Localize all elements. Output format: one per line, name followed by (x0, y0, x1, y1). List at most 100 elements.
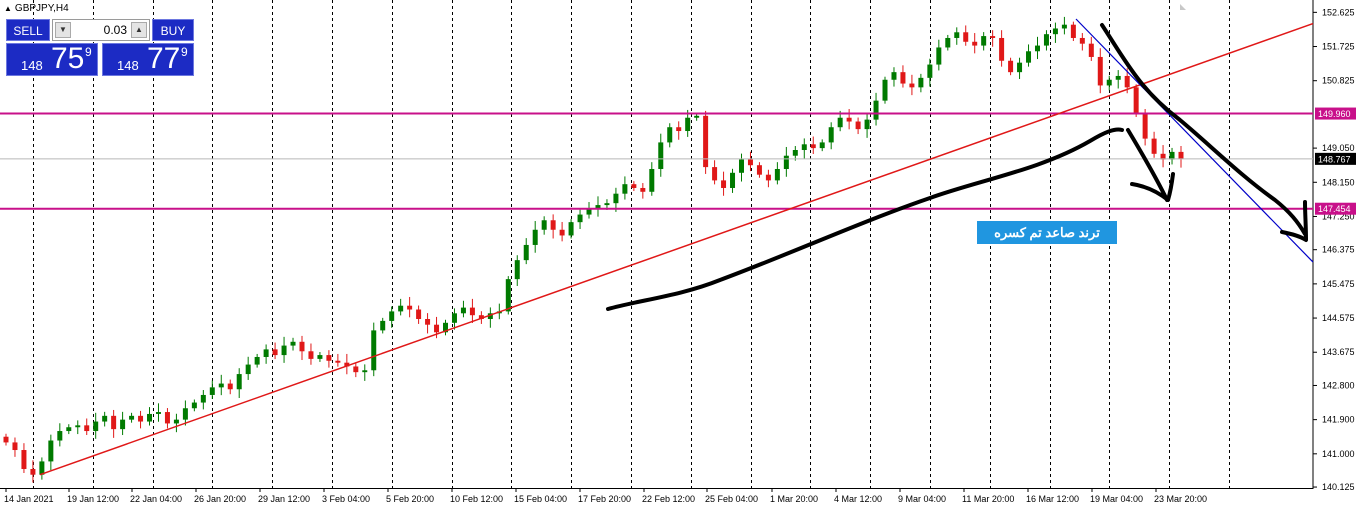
y-tick-label: 148.150 (1322, 177, 1355, 187)
candle-body (416, 309, 422, 320)
candle-body (1169, 151, 1175, 160)
candle-body (263, 349, 269, 357)
candle-body (1017, 62, 1023, 73)
candle-body (1151, 138, 1157, 154)
buy-button[interactable]: BUY (152, 19, 194, 41)
candle-body (990, 36, 996, 38)
candle-body (66, 427, 72, 432)
candle-body (649, 168, 655, 192)
hand-drawn-down-arrowhead (1280, 200, 1308, 242)
candle-body (774, 168, 780, 181)
candle-body (129, 415, 135, 420)
candle-body (837, 117, 843, 128)
ask-big: 77 (147, 42, 181, 75)
chart-shift-marker (1180, 4, 1186, 10)
candle-body (963, 32, 969, 42)
candle-body (909, 83, 915, 88)
candle-body (326, 355, 332, 361)
ask-small: 148 (117, 58, 139, 73)
y-tick-label: 152.625 (1322, 7, 1355, 17)
x-tick-label: 4 Mar 12:00 (834, 494, 882, 504)
candle-body (1079, 37, 1085, 44)
candle-body (272, 349, 278, 356)
candle-body (155, 412, 161, 414)
grid-lines (0, 0, 1314, 489)
x-tick-label: 23 Mar 20:00 (1154, 494, 1207, 504)
lot-value[interactable]: 0.03 (103, 23, 127, 37)
candle-body (882, 79, 888, 101)
y-tick-label: 141.000 (1322, 449, 1355, 459)
candle-body (1160, 153, 1166, 160)
hand-drawn-down-stroke (1100, 23, 1307, 236)
ask-sup: 9 (181, 45, 188, 59)
candle-body (1070, 24, 1076, 38)
drawn-lines (0, 4, 1314, 476)
descending-trendline (1075, 18, 1314, 263)
lot-size-field[interactable]: ▼ 0.03 ▲ (52, 19, 150, 41)
candle-body (855, 121, 861, 130)
candle-body (353, 366, 359, 373)
candle-body (173, 419, 179, 424)
sell-button[interactable]: SELL (6, 19, 50, 41)
candle-body (568, 222, 574, 236)
candle-body (577, 214, 583, 223)
y-tick-label: 149.050 (1322, 143, 1355, 153)
time-axis: 14 Jan 2021 19 Jan 12:00 22 Jan 04:00 26 Ja… (4, 488, 1207, 504)
candle-body (191, 402, 197, 409)
candle-body (613, 193, 619, 204)
chevron-down-icon[interactable]: ▼ (55, 22, 71, 38)
bid-sup: 9 (85, 45, 92, 59)
candle-body (792, 150, 798, 156)
bid-quote[interactable]: 148 75 9 (6, 42, 98, 76)
chevron-up-icon[interactable]: ▲ (131, 22, 147, 38)
candle-body (12, 442, 18, 451)
candle-body (801, 144, 807, 151)
candle-body (783, 155, 789, 169)
candle-body (236, 374, 242, 390)
candle-body (317, 355, 323, 359)
candle-body (819, 142, 825, 149)
candle-body (1133, 87, 1139, 114)
candle-body (57, 431, 63, 441)
candle-body (954, 32, 960, 38)
level-price-label: 149.960 (1318, 109, 1351, 119)
candle-body (138, 415, 144, 422)
candle-body (39, 461, 45, 475)
collapse-triangle-icon[interactable]: ▲ (4, 4, 12, 13)
candle-body (1043, 34, 1049, 46)
hand-drawn-trend-stroke (606, 127, 1124, 311)
symbol-title: ▲ GBPJPY,H4 (4, 3, 69, 14)
candle-body (1034, 45, 1040, 52)
candle-body (389, 311, 395, 321)
x-tick-label: 1 Mar 20:00 (770, 494, 818, 504)
ask-quote[interactable]: 148 77 9 (102, 42, 194, 76)
x-tick-label: 29 Jan 12:00 (258, 494, 310, 504)
candle-body (685, 117, 691, 132)
x-tick-label: 3 Feb 04:00 (322, 494, 370, 504)
candle-body (918, 77, 924, 88)
ascending-trendline (39, 22, 1314, 476)
candle-body (1026, 51, 1032, 63)
y-tick-label: 151.725 (1322, 42, 1355, 52)
candle-body (102, 415, 108, 422)
y-tick-label: 141.900 (1322, 415, 1355, 425)
candle-body (631, 184, 637, 188)
x-tick-label: 26 Jan 20:00 (194, 494, 246, 504)
x-tick-label: 16 Mar 12:00 (1026, 494, 1079, 504)
candle-body (523, 244, 529, 261)
candle-body (514, 260, 520, 280)
candle-body (1124, 75, 1130, 88)
annotation-label: ترند صاعد تم كسره (977, 221, 1117, 244)
candle-body (756, 165, 762, 175)
candle-body (443, 322, 449, 333)
candle-body (747, 159, 753, 166)
current-price-label: 148.767 (1318, 154, 1351, 164)
candle-body (981, 36, 987, 46)
candle-body (1115, 75, 1121, 80)
candle-body (164, 412, 170, 424)
candle-body (604, 203, 610, 206)
candle-body (21, 450, 27, 470)
level-price-tag (1315, 202, 1356, 215)
candle-body (1106, 79, 1112, 86)
